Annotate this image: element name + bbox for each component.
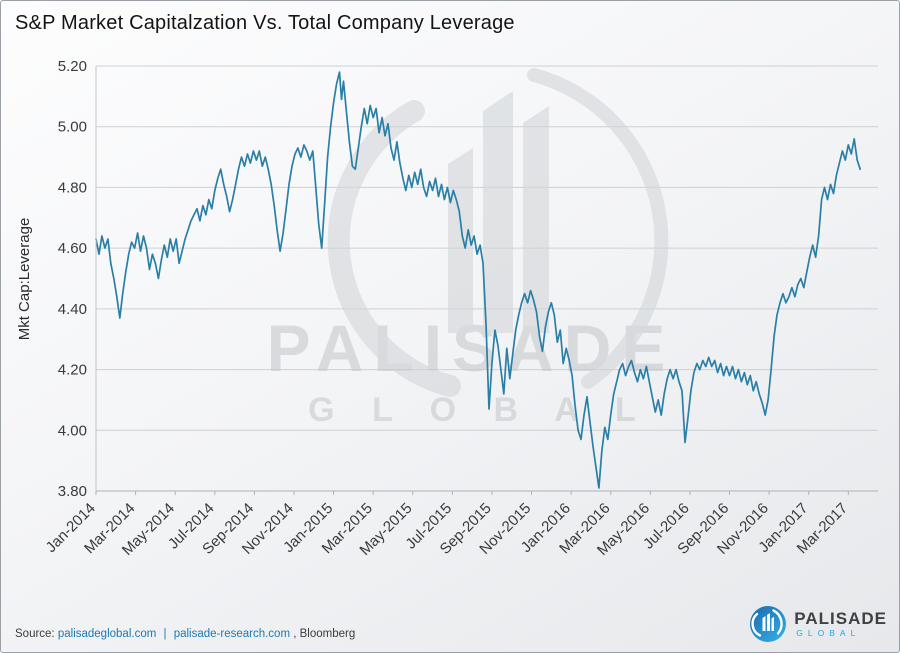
chart-title: S&P Market Capitalzation Vs. Total Compa… bbox=[15, 12, 515, 34]
series-line-mkt-cap-leverage bbox=[95, 71, 862, 489]
watermark-building-left bbox=[448, 148, 473, 333]
watermark-text-palisade: PALISADE bbox=[267, 311, 676, 385]
y-tick-label: 4.20 bbox=[58, 362, 87, 379]
source-link-palisade-research[interactable]: palisade-research.com bbox=[173, 628, 291, 640]
y-tick-label: 4.00 bbox=[58, 422, 87, 439]
watermark-building-center bbox=[483, 91, 513, 333]
y-tick-label: 4.80 bbox=[58, 179, 87, 196]
source-suffix: , Bloomberg bbox=[293, 628, 356, 640]
watermark-swoosh-left bbox=[327, 100, 461, 397]
palisade-logo-icon bbox=[750, 606, 787, 642]
source-link-palisadeglobal[interactable]: palisadeglobal.com bbox=[57, 628, 157, 640]
source-label: Source: bbox=[15, 628, 55, 640]
y-tick-label: 5.00 bbox=[58, 119, 87, 136]
y-axis-title: Mkt Cap:Leverage bbox=[16, 218, 33, 341]
series-layer bbox=[95, 71, 862, 489]
palisade-global-logo: PALISADE GLOBAL bbox=[748, 604, 887, 644]
source-separator: | bbox=[163, 628, 167, 640]
logo-subtitle: GLOBAL bbox=[796, 628, 861, 639]
y-tick-label: 4.40 bbox=[58, 301, 87, 318]
watermark-text-global: G L O B A L bbox=[308, 391, 650, 429]
watermark-building-right bbox=[523, 106, 549, 333]
source-line: Source: palisadeglobal.com | palisade-re… bbox=[15, 628, 355, 640]
y-tick-label: 5.20 bbox=[58, 58, 87, 75]
watermark-swoosh-right2 bbox=[527, 68, 669, 389]
palisade-watermark: PALISADE G L O B A L bbox=[267, 68, 676, 429]
y-tick-label: 3.80 bbox=[58, 483, 87, 500]
logo-name: PALISADE bbox=[794, 609, 887, 629]
y-tick-label: 4.60 bbox=[58, 240, 87, 257]
